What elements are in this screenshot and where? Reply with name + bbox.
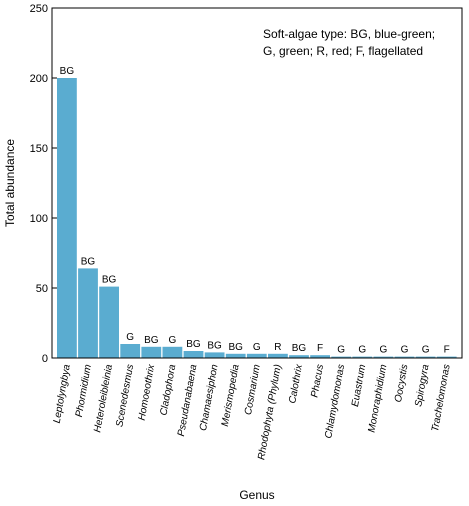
bar-type-labels-group: BG BG BG G BG G BG BG BG G R BG F G G G G G F <box>60 66 450 356</box>
annotation-line-2: G, green; R, red; F, flagellated <box>263 44 423 58</box>
bar-type-label: G <box>401 345 409 356</box>
bar-type-label: F <box>317 343 323 354</box>
plot-frame <box>51 7 463 359</box>
bar <box>246 353 267 358</box>
bar <box>352 356 373 358</box>
bar-type-label: BG <box>102 275 117 286</box>
bar-type-label: BG <box>186 339 201 350</box>
bar-type-label: G <box>380 345 388 356</box>
y-tick-label: 100 <box>30 213 48 225</box>
bar <box>99 286 119 358</box>
y-tick-label: 50 <box>36 283 48 295</box>
bar-type-label: R <box>274 342 281 353</box>
bar <box>415 356 436 358</box>
bar <box>183 351 204 358</box>
bar <box>268 353 288 358</box>
bar <box>141 346 162 358</box>
bar <box>394 356 415 358</box>
bar <box>204 352 225 358</box>
bar <box>436 356 457 358</box>
bars-group <box>57 78 457 358</box>
bar-type-label: G <box>422 345 430 356</box>
bar-type-label: G <box>126 332 134 343</box>
x-axis-title: Genus <box>239 488 274 502</box>
bar-type-label: BG <box>292 343 307 354</box>
y-tick-label: 150 <box>30 143 48 155</box>
y-tick-label: 0 <box>42 353 48 365</box>
bar <box>225 353 246 358</box>
bar-type-label: G <box>337 345 345 356</box>
bar-type-label: BG <box>228 342 243 353</box>
bar-type-label: F <box>444 345 450 356</box>
bar-type-label: BG <box>81 256 96 267</box>
y-tick-label: 200 <box>30 73 48 85</box>
bar-type-label: BG <box>60 66 75 77</box>
bar <box>78 268 98 358</box>
bar <box>331 356 352 358</box>
bar-type-label: G <box>169 335 177 346</box>
bar <box>57 78 77 358</box>
bar-type-label: G <box>358 345 366 356</box>
bar <box>373 356 394 358</box>
bar <box>120 344 141 358</box>
annotation-line-1: Soft-algae type: BG, blue-green; <box>263 27 435 41</box>
bar <box>310 355 330 358</box>
bar <box>162 346 183 358</box>
y-axis-ticks-group: 0 50 100 150 200 250 <box>30 3 57 365</box>
bar <box>289 355 309 358</box>
bar-type-label: BG <box>144 335 159 346</box>
bar-type-label: G <box>253 342 261 353</box>
bar-type-label: BG <box>207 340 222 351</box>
y-tick-label: 250 <box>30 3 48 15</box>
y-axis-title: Total abundance <box>3 139 17 227</box>
